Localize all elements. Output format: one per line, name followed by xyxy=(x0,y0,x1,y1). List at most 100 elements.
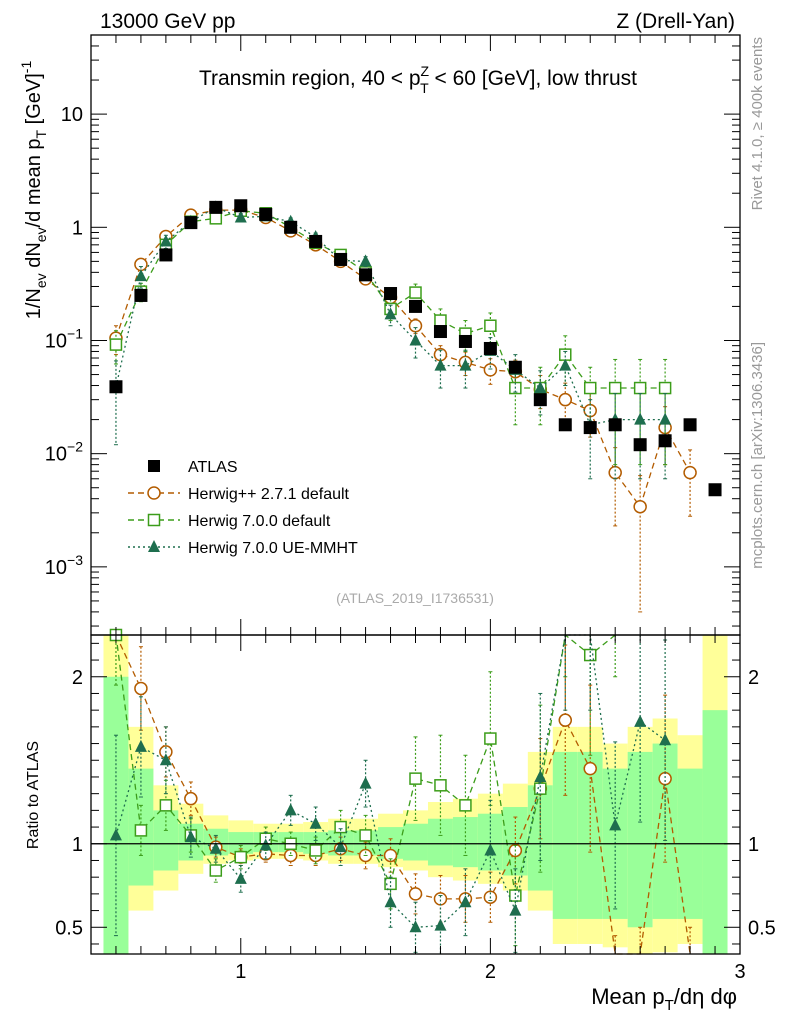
top-point-herwig7 xyxy=(409,286,422,299)
legend-label-herwig7: Herwig 7.0.0 default xyxy=(188,513,331,530)
tick-base: 10 xyxy=(61,104,83,126)
x-tick-label: 1 xyxy=(235,961,246,983)
bottom-point-herwig7ue xyxy=(484,843,497,856)
bottom-point-herwig7ue xyxy=(209,841,222,854)
top-point-herwig7 xyxy=(209,212,223,225)
bottom-axes: 1 2 30.5 0.51 12 2 xyxy=(55,635,776,983)
legend-label-herwig7ue: Herwig 7.0.0 UE-MMHT xyxy=(188,540,358,557)
x-tick-label: 3 xyxy=(734,961,745,983)
title-part: Transmin region, 40 < p xyxy=(199,67,421,90)
ylabel-sub: T xyxy=(33,129,49,138)
tick-base: 10 xyxy=(45,557,67,579)
x-axis-label: Mean pT/dη dφ xyxy=(591,984,737,1014)
legend-marker-herwig7ue xyxy=(148,540,160,552)
top-point-herwig7 xyxy=(633,381,647,395)
bottom-point-herwig7ue xyxy=(609,818,622,831)
top-point-atlas xyxy=(458,334,472,348)
ylabel-part: [GeV] xyxy=(23,73,45,130)
top-point-atlas xyxy=(159,248,173,262)
top-point-herwig7ue xyxy=(159,234,172,247)
bottom-point-herwigpp xyxy=(583,761,597,776)
ratio-band-green xyxy=(452,817,478,868)
tick-exponent: −2 xyxy=(67,439,83,455)
ratio-band-green xyxy=(153,810,179,871)
ratio-band-green xyxy=(552,751,578,919)
bottom-point-herwig7 xyxy=(209,864,223,877)
top-point-herwigpp xyxy=(134,257,148,272)
top-point-herwigpp xyxy=(408,318,423,333)
tick-base: 1 xyxy=(72,217,83,239)
top-point-herwig7ue xyxy=(234,210,247,223)
bottom-point-herwig7 xyxy=(134,824,148,837)
bottom-point-herwig7ue xyxy=(659,733,672,746)
header-right: Z (Drell-Yan) xyxy=(616,10,735,33)
top-y-label: 1/Nev dNev/d mean pT [GeV]-1 xyxy=(18,61,49,320)
bottom-point-herwigpp xyxy=(558,713,573,727)
tick-exponent: −3 xyxy=(67,552,83,568)
top-point-atlas xyxy=(583,421,597,435)
ylabel-part: dN xyxy=(23,242,45,273)
title-sup: Z xyxy=(421,63,430,79)
top-point-herwig7 xyxy=(559,348,572,361)
top-point-atlas xyxy=(384,287,398,301)
bottom-point-herwigpp xyxy=(408,887,423,901)
bottom-point-herwigpp xyxy=(433,892,448,906)
bottom-point-herwig7ue xyxy=(409,920,422,933)
bottom-point-herwig7ue xyxy=(159,753,172,766)
header-left: 13000 GeV pp xyxy=(100,10,235,33)
bottom-point-herwig7ue xyxy=(359,776,372,789)
bottom-point-herwig7 xyxy=(234,850,248,864)
bottom-line-herwigpp xyxy=(115,634,691,955)
bottom-y-tick-label-right: 1 xyxy=(748,834,759,856)
top-y-tick-label: 10−2 xyxy=(45,439,83,466)
xlabel-sub: T xyxy=(665,997,674,1014)
bottom-point-herwig7ue xyxy=(284,803,297,816)
bottom-point-herwigpp xyxy=(658,771,672,786)
bottom-point-herwig7ue xyxy=(434,918,447,931)
bottom-y-tick-label-right: 2 xyxy=(748,667,759,689)
bottom-point-herwig7 xyxy=(309,844,322,857)
top-point-atlas xyxy=(409,299,422,313)
ylabel-part: 1/N xyxy=(23,288,45,319)
bottom-point-herwigpp xyxy=(134,681,148,696)
tick-base: 10 xyxy=(45,444,67,466)
bottom-y-tick-label-right: 0.5 xyxy=(748,917,776,939)
ylabel-sup: -1 xyxy=(18,61,34,74)
ylabel-sub: ev xyxy=(33,273,49,288)
rivet-label: Rivet 4.1.0, ≥ 400k events xyxy=(749,37,766,210)
bottom-point-herwig7ue xyxy=(634,714,647,727)
top-bands xyxy=(103,199,727,635)
bottom-point-herwig7 xyxy=(159,799,173,812)
top-point-atlas xyxy=(309,234,323,248)
top-point-herwig7ue xyxy=(659,412,672,425)
top-point-herwigpp xyxy=(483,363,498,377)
top-point-herwig7ue xyxy=(634,412,647,425)
top-point-atlas xyxy=(234,199,248,213)
top-y-tick-label: 10−1 xyxy=(45,325,83,352)
top-point-atlas xyxy=(533,393,547,407)
legend-marker-herwigpp xyxy=(147,486,161,500)
bottom-point-herwig7ue xyxy=(309,816,322,829)
top-point-herwigpp xyxy=(558,392,573,407)
top-point-herwig7 xyxy=(658,381,672,395)
bottom-point-herwig7ue xyxy=(334,840,347,853)
legend: ATLAS Herwig++ 2.7.1 default Herwig 7.0.0 … xyxy=(128,459,358,557)
bottom-point-herwig7 xyxy=(334,820,347,834)
top-point-herwig7ue xyxy=(434,358,447,371)
ratio-band-green xyxy=(702,710,728,954)
bottom-point-herwig7ue xyxy=(384,895,397,908)
top-point-atlas xyxy=(259,207,273,221)
top-point-herwig7 xyxy=(608,381,622,395)
top-point-atlas xyxy=(608,418,622,432)
top-point-herwig7ue xyxy=(134,269,147,282)
mcplots-label: mcplots.cern.ch [arXiv:1306.3436] xyxy=(749,342,766,569)
top-point-herwig7ue xyxy=(409,333,422,346)
ratio-band-green xyxy=(577,751,603,919)
bottom-point-herwigpp xyxy=(184,791,198,806)
top-point-herwig7ue xyxy=(359,254,372,267)
top-point-herwigpp xyxy=(633,499,647,514)
bottom-point-herwig7ue xyxy=(259,838,272,851)
bottom-point-herwig7 xyxy=(459,799,472,812)
title-sub: T xyxy=(420,80,429,96)
bottom-point-herwig7 xyxy=(484,732,497,745)
